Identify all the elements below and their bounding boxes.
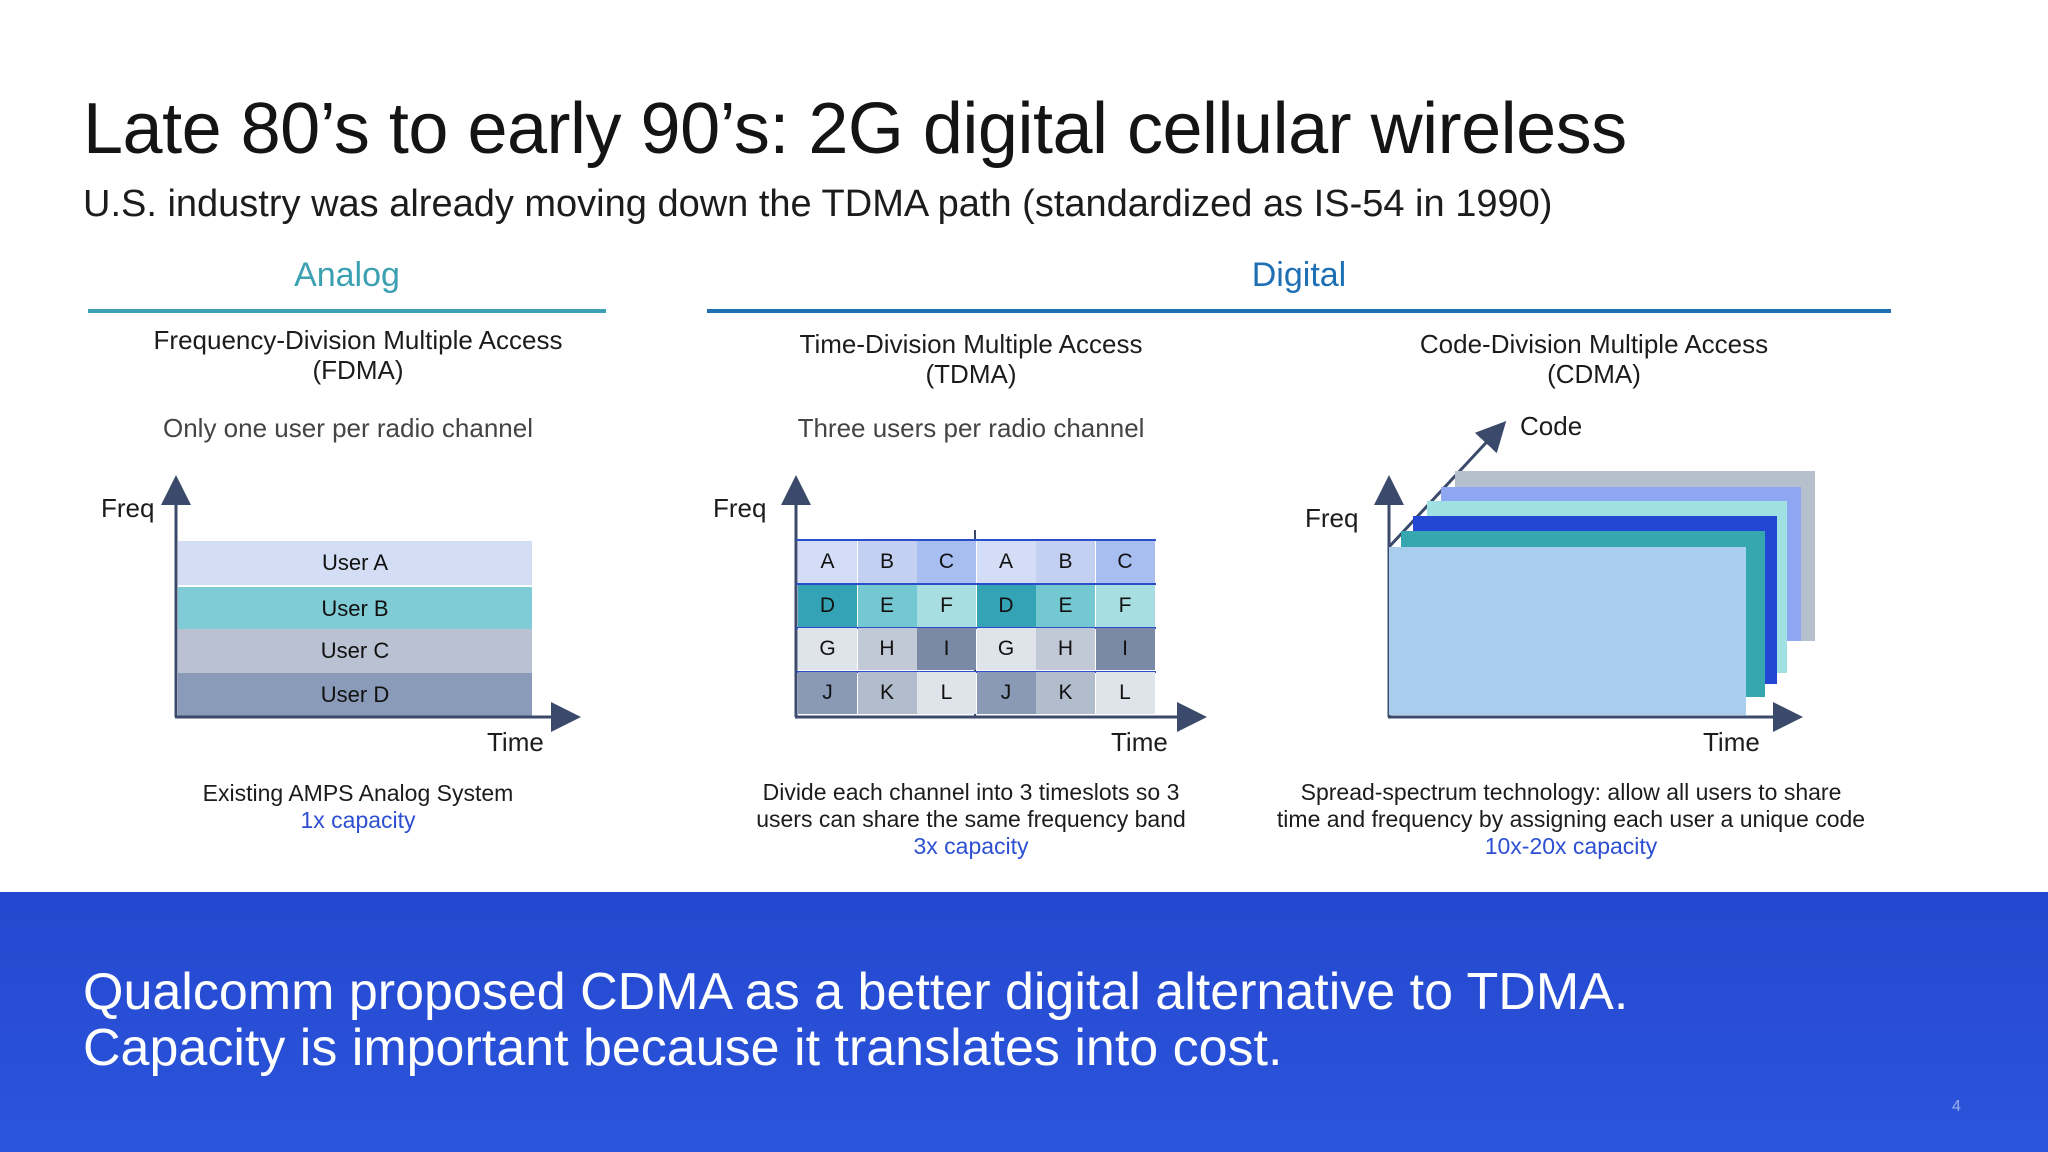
tdma-slot-cell: D xyxy=(976,584,1036,627)
tdma-slot-cell: F xyxy=(917,584,976,627)
fdma-band-label: User A xyxy=(321,550,389,575)
tdma-time-axis-label: Time xyxy=(1111,727,1168,757)
tdma-slot-cell: G xyxy=(798,628,857,670)
cdma-capacity: 10x-20x capacity xyxy=(1484,833,1658,859)
tdma-slot-cell: B xyxy=(1036,541,1095,583)
tdma-tagline: Three users per radio channel xyxy=(797,413,1145,443)
tdma-slot-cell: K xyxy=(1036,671,1095,714)
tdma-heading-line1: Time-Division Multiple Access xyxy=(799,329,1143,359)
tdma-slot-cell: H xyxy=(857,628,917,670)
cdma-heading: Code-Division Multiple Access (CDMA) xyxy=(1344,329,1844,389)
page-number: 4 xyxy=(1952,1098,1961,1115)
cdma-heading-line2: (CDMA) xyxy=(1547,359,1641,389)
fdma-time-axis-label: Time xyxy=(487,727,544,757)
tdma-heading: Time-Division Multiple Access (TDMA) xyxy=(721,329,1221,389)
tdma-slot-cell: K xyxy=(857,671,917,714)
analog-section-label: Analog xyxy=(294,256,400,294)
fdma-heading-line2: (FDMA) xyxy=(312,355,404,385)
digital-section-rule xyxy=(707,309,1891,313)
cdma-caption: Spread-spectrum technology: allow all us… xyxy=(1221,779,1921,860)
tdma-freq-axis-label: Freq xyxy=(713,493,767,523)
slide-title: Late 80’s to early 90’s: 2G digital cell… xyxy=(83,89,1627,169)
tdma-slot-cell: L xyxy=(917,671,976,714)
cdma-caption-line2: time and frequency by assigning each use… xyxy=(1276,806,1866,832)
slide-subtitle: U.S. industry was already moving down th… xyxy=(83,183,1553,225)
footer-band xyxy=(0,892,2048,1152)
cdma-caption-line1: Spread-spectrum technology: allow all us… xyxy=(1300,779,1842,805)
tdma-slot-cell: C xyxy=(917,541,976,583)
tdma-caption: Divide each channel into 3 timeslots so … xyxy=(721,779,1221,860)
tdma-caption-line2: users can share the same frequency band xyxy=(756,806,1186,832)
cdma-freq-axis-label: Freq xyxy=(1305,503,1359,533)
tdma-slot-cell: E xyxy=(1036,584,1095,627)
fdma-heading-line1: Frequency-Division Multiple Access xyxy=(153,325,563,355)
tdma-slot-cell: H xyxy=(1036,628,1095,670)
tdma-capacity: 3x capacity xyxy=(913,833,1029,859)
cdma-code-axis-label: Code xyxy=(1520,411,1583,441)
fdma-band-user-d: User D xyxy=(178,673,532,717)
tdma-slot-cell: F xyxy=(1095,584,1155,627)
tdma-slot-cell: L xyxy=(1095,671,1155,714)
tdma-slot-cell: C xyxy=(1095,541,1155,583)
fdma-band-user-c: User C xyxy=(178,629,532,673)
tdma-slot-cell: D xyxy=(798,584,857,627)
analog-section-rule xyxy=(88,309,606,313)
fdma-caption-line1: Existing AMPS Analog System xyxy=(202,780,514,806)
tdma-slot-cell: A xyxy=(976,541,1036,583)
tdma-slot-cell: I xyxy=(1095,628,1155,670)
cdma-heading-line1: Code-Division Multiple Access xyxy=(1419,329,1769,359)
fdma-band-label: User B xyxy=(321,596,389,621)
digital-section-label: Digital xyxy=(1251,256,1347,294)
tdma-slot-cell: A xyxy=(798,541,857,583)
tdma-heading-line2: (TDMA) xyxy=(925,359,1017,389)
fdma-tagline: Only one user per radio channel xyxy=(162,413,533,443)
tdma-slot-cell: J xyxy=(798,671,857,714)
fdma-caption: Existing AMPS Analog System 1x capacity xyxy=(108,780,608,834)
fdma-band-user-b: User B xyxy=(178,587,532,631)
tdma-slot-cell: E xyxy=(857,584,917,627)
footer-line-2: Capacity is important because it transla… xyxy=(83,1019,1283,1077)
cdma-time-axis-label: Time xyxy=(1703,727,1760,757)
fdma-band-user-a: User A xyxy=(178,541,532,585)
tdma-slot-cell: B xyxy=(857,541,917,583)
fdma-heading: Frequency-Division Multiple Access (FDMA… xyxy=(108,325,608,385)
fdma-capacity: 1x capacity xyxy=(300,807,416,833)
fdma-freq-axis-label: Freq xyxy=(101,493,155,523)
cdma-code-layer-front xyxy=(1389,547,1746,715)
tdma-caption-line1: Divide each channel into 3 timeslots so … xyxy=(762,779,1180,805)
fdma-band-label: User D xyxy=(320,682,390,707)
tdma-slot-cell: J xyxy=(976,671,1036,714)
tdma-slot-cell: I xyxy=(917,628,976,670)
fdma-band-label: User C xyxy=(320,638,390,663)
tdma-slot-cell: G xyxy=(976,628,1036,670)
footer-line-1: Qualcomm proposed CDMA as a better digit… xyxy=(83,963,1629,1021)
